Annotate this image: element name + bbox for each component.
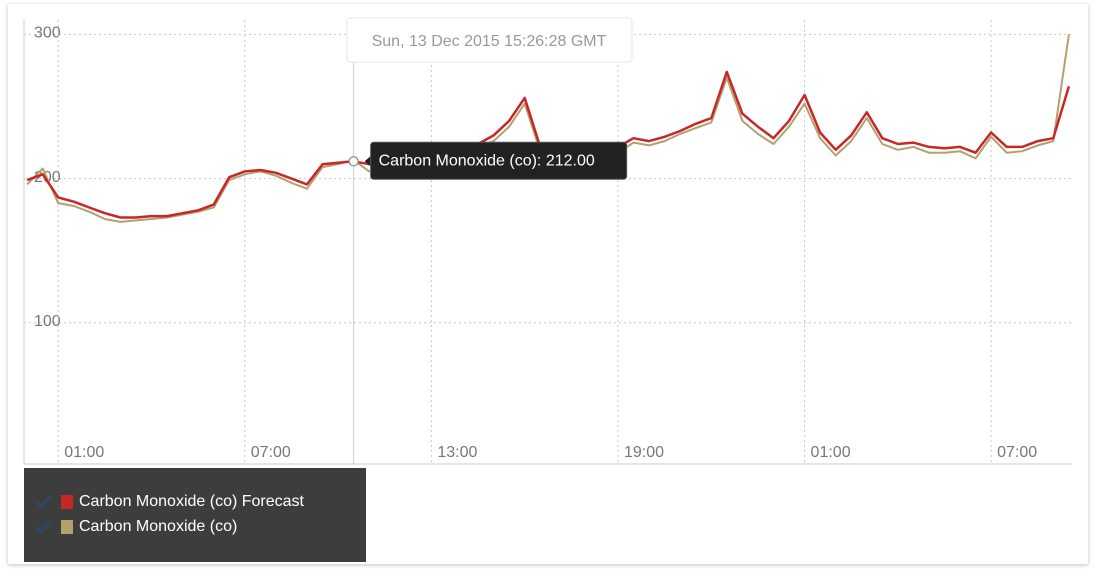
legend-label[interactable]: Carbon Monoxide (co) <box>79 518 237 535</box>
x-tick-label: 19:00 <box>624 444 664 461</box>
y-tick-label: 100 <box>34 313 61 330</box>
legend-label[interactable]: Carbon Monoxide (co) Forecast <box>79 493 305 510</box>
value-tooltip-box <box>370 141 628 180</box>
x-tick-label: 01:00 <box>64 444 104 461</box>
legend <box>24 468 366 562</box>
tooltip-arrow <box>364 155 372 168</box>
x-tick-label: 07:00 <box>251 444 291 461</box>
value-tooltip: Carbon Monoxide (co): 212.00 <box>379 153 595 170</box>
legend-swatch[interactable] <box>61 495 73 509</box>
x-tick-label: 07:00 <box>997 444 1037 461</box>
date-tooltip: Sun, 13 Dec 2015 15:26:28 GMT <box>372 33 607 50</box>
legend-check[interactable] <box>36 495 51 509</box>
legend-check[interactable] <box>36 520 51 534</box>
date-tooltip-box <box>346 17 633 63</box>
y-tick-label: 300 <box>34 25 61 42</box>
x-tick-label: 01:00 <box>811 444 851 461</box>
hover-point <box>348 156 359 167</box>
legend-swatch[interactable] <box>61 520 73 534</box>
x-tick-label: 13:00 <box>437 444 477 461</box>
